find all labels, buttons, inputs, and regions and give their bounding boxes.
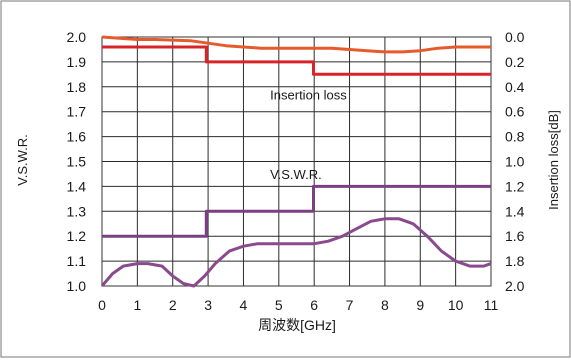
x-tick-label: 6 bbox=[310, 297, 318, 313]
x-tick-label: 8 bbox=[381, 297, 389, 313]
y-right-tick-label: 1.8 bbox=[505, 253, 525, 269]
y-left-tick-label: 1.1 bbox=[67, 253, 87, 269]
tick-labels: 0 1 2 3 4 5 6 7 8 9 10 11 1.0 1.1 1.2 1.3 1.4 1.5 1.6 1.7 1.… bbox=[67, 29, 525, 313]
x-tick-label: 4 bbox=[240, 297, 248, 313]
y-right-tick-label: 1.0 bbox=[505, 154, 525, 170]
x-tick-label: 3 bbox=[204, 297, 212, 313]
y-right-tick-label: 0.4 bbox=[505, 79, 525, 95]
y-right-tick-label: 1.6 bbox=[505, 228, 525, 244]
series-insertion-loss-spec bbox=[102, 45, 491, 76]
y-right-tick-label: 1.2 bbox=[505, 178, 525, 194]
x-tick-label: 11 bbox=[484, 297, 499, 313]
annotations: Insertion loss V.S.W.R. bbox=[270, 87, 347, 182]
x-tick-label: 5 bbox=[275, 297, 283, 313]
y-left-tick-label: 1.0 bbox=[67, 278, 87, 294]
annotation-label: Insertion loss bbox=[270, 87, 347, 102]
plot-area-border bbox=[101, 36, 492, 287]
annotation-label: V.S.W.R. bbox=[270, 167, 322, 182]
series-insertion-loss-measured bbox=[101, 35, 491, 54]
x-axis-label: 周波数[GHz] bbox=[258, 317, 336, 333]
y-left-tick-label: 1.9 bbox=[67, 54, 87, 70]
y-right-tick-label: 0.8 bbox=[505, 129, 525, 145]
series-layer bbox=[100, 35, 492, 288]
y-right-tick-label: 0.6 bbox=[505, 104, 525, 120]
y-left-tick-label: 1.6 bbox=[67, 129, 87, 145]
x-tick-label: 10 bbox=[448, 297, 464, 313]
y-right-tick-label: 0.2 bbox=[505, 54, 525, 70]
series-v-s-w-r-spec bbox=[102, 184, 491, 238]
x-tick-label: 9 bbox=[416, 297, 424, 313]
y-left-tick-label: 1.2 bbox=[67, 228, 87, 244]
y-left-tick-label: 1.5 bbox=[67, 154, 87, 170]
y-left-tick-label: 1.7 bbox=[67, 104, 87, 120]
y-right-tick-label: 0.0 bbox=[505, 29, 525, 45]
y-left-tick-label: 1.4 bbox=[67, 178, 87, 194]
y-right-tick-label: 2.0 bbox=[505, 278, 525, 294]
y-left-tick-label: 2.0 bbox=[67, 29, 87, 45]
y-axis-left-label: V.S.W.R. bbox=[15, 134, 30, 186]
y-left-tick-label: 1.3 bbox=[67, 203, 87, 219]
y-left-tick-label: 1.8 bbox=[67, 79, 87, 95]
x-tick-label: 0 bbox=[98, 297, 106, 313]
x-tick-label: 2 bbox=[169, 297, 177, 313]
y-right-tick-label: 1.4 bbox=[505, 203, 525, 219]
x-tick-label: 7 bbox=[346, 297, 354, 313]
x-tick-label: 1 bbox=[133, 297, 141, 313]
series-v-s-w-r-measured bbox=[100, 217, 492, 288]
y-axis-right-label: Insertion loss[dB] bbox=[546, 110, 561, 210]
